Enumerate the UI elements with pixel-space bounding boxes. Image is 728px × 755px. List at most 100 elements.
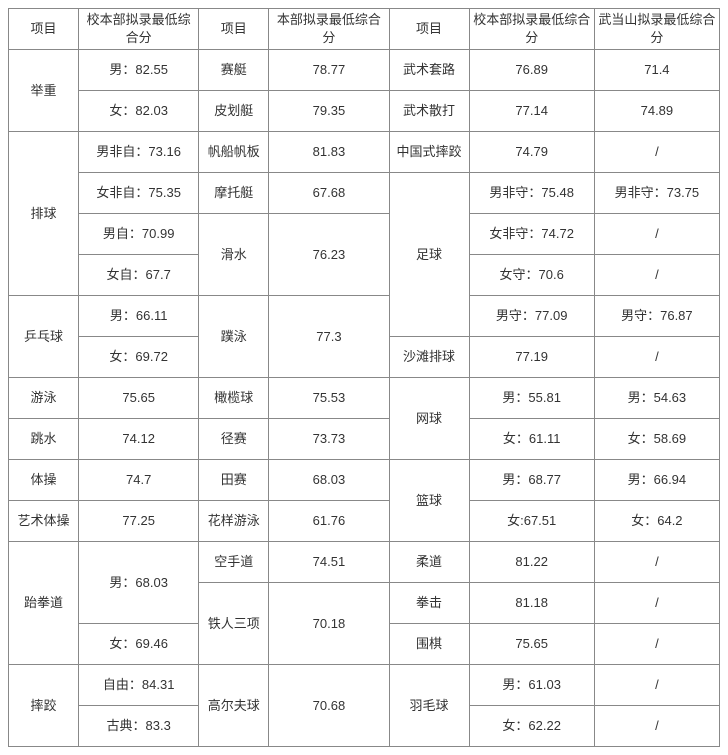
cell: 75.65 — [469, 624, 594, 665]
cell: 74.89 — [594, 91, 719, 132]
cell: 男非守：75.48 — [469, 173, 594, 214]
table-header-row: 项目 校本部拟录最低综合分 项目 本部拟录最低综合分 项目 校本部拟录最低综合分… — [9, 9, 720, 50]
cell: 帆船帆板 — [199, 132, 269, 173]
cell: 78.77 — [269, 50, 389, 91]
col-header: 本部拟录最低综合分 — [269, 9, 389, 50]
cell: 高尔夫球 — [199, 665, 269, 747]
cell: 73.73 — [269, 419, 389, 460]
cell: 男守：77.09 — [469, 296, 594, 337]
cell: 柔道 — [389, 542, 469, 583]
cell: 羽毛球 — [389, 665, 469, 747]
cell: 男：66.11 — [79, 296, 199, 337]
cell: 男：61.03 — [469, 665, 594, 706]
cell: 79.35 — [269, 91, 389, 132]
cell: 77.19 — [469, 337, 594, 378]
cell: 女非自：75.35 — [79, 173, 199, 214]
cell: 女：62.22 — [469, 706, 594, 747]
cell: 橄榄球 — [199, 378, 269, 419]
cell: 网球 — [389, 378, 469, 460]
cell: 游泳 — [9, 378, 79, 419]
cell: 男：54.63 — [594, 378, 719, 419]
cell: 铁人三项 — [199, 583, 269, 665]
cell: / — [594, 132, 719, 173]
cell: 武术散打 — [389, 91, 469, 132]
cell: / — [594, 337, 719, 378]
cell: 女：69.46 — [79, 624, 199, 665]
cell: 空手道 — [199, 542, 269, 583]
cell: 77.3 — [269, 296, 389, 378]
cell: 61.76 — [269, 501, 389, 542]
cell: 跆拳道 — [9, 542, 79, 665]
cell: 70.18 — [269, 583, 389, 665]
cell: / — [594, 624, 719, 665]
cell: 田赛 — [199, 460, 269, 501]
cell: 女守：70.6 — [469, 255, 594, 296]
cell: 女自：67.7 — [79, 255, 199, 296]
cell: 篮球 — [389, 460, 469, 542]
table-row: 体操 74.7 田赛 68.03 篮球 男：68.77 男：66.94 — [9, 460, 720, 501]
table-row: 乒乓球 男：66.11 蹼泳 77.3 男守：77.09 男守：76.87 — [9, 296, 720, 337]
cell: 男：55.81 — [469, 378, 594, 419]
score-table: 项目 校本部拟录最低综合分 项目 本部拟录最低综合分 项目 校本部拟录最低综合分… — [8, 8, 720, 747]
cell: 77.25 — [79, 501, 199, 542]
cell: 乒乓球 — [9, 296, 79, 378]
cell: 排球 — [9, 132, 79, 296]
cell: 举重 — [9, 50, 79, 132]
cell: 女：82.03 — [79, 91, 199, 132]
table-row: 排球 男非自：73.16 帆船帆板 81.83 中国式摔跤 74.79 / — [9, 132, 720, 173]
table-row: 游泳 75.65 橄榄球 75.53 网球 男：55.81 男：54.63 — [9, 378, 720, 419]
cell: 81.22 — [469, 542, 594, 583]
cell: / — [594, 665, 719, 706]
cell: 赛艇 — [199, 50, 269, 91]
cell: 男：68.77 — [469, 460, 594, 501]
col-header: 校本部拟录最低综合分 — [469, 9, 594, 50]
cell: 70.68 — [269, 665, 389, 747]
cell: 自由：84.31 — [79, 665, 199, 706]
cell: 75.65 — [79, 378, 199, 419]
cell: 足球 — [389, 173, 469, 337]
cell: 蹼泳 — [199, 296, 269, 378]
col-header: 项目 — [9, 9, 79, 50]
cell: 男自：70.99 — [79, 214, 199, 255]
cell: 滑水 — [199, 214, 269, 296]
col-header: 项目 — [199, 9, 269, 50]
table-row: 女非自：75.35 摩托艇 67.68 足球 男非守：75.48 男非守：73.… — [9, 173, 720, 214]
cell: 摔跤 — [9, 665, 79, 747]
cell: 女非守：74.72 — [469, 214, 594, 255]
table-row: 女：82.03 皮划艇 79.35 武术散打 77.14 74.89 — [9, 91, 720, 132]
cell: 女：64.2 — [594, 501, 719, 542]
table-row: 举重 男：82.55 赛艇 78.77 武术套路 76.89 71.4 — [9, 50, 720, 91]
table-row: 摔跤 自由：84.31 高尔夫球 70.68 羽毛球 男：61.03 / — [9, 665, 720, 706]
cell: 体操 — [9, 460, 79, 501]
cell: 74.79 — [469, 132, 594, 173]
cell: 古典：83.3 — [79, 706, 199, 747]
cell: 径赛 — [199, 419, 269, 460]
cell: / — [594, 542, 719, 583]
cell: 跳水 — [9, 419, 79, 460]
cell: / — [594, 706, 719, 747]
cell: 中国式摔跤 — [389, 132, 469, 173]
table-row: 跆拳道 男：68.03 空手道 74.51 柔道 81.22 / — [9, 542, 720, 583]
col-header: 武当山拟录最低综合分 — [594, 9, 719, 50]
cell: 男：82.55 — [79, 50, 199, 91]
cell: 武术套路 — [389, 50, 469, 91]
table-row: 跳水 74.12 径赛 73.73 女：61.11 女：58.69 — [9, 419, 720, 460]
cell: 67.68 — [269, 173, 389, 214]
col-header: 校本部拟录最低综合分 — [79, 9, 199, 50]
cell: 81.18 — [469, 583, 594, 624]
cell: 女:67.51 — [469, 501, 594, 542]
cell: 男：68.03 — [79, 542, 199, 624]
table-row: 艺术体操 77.25 花样游泳 61.76 女:67.51 女：64.2 — [9, 501, 720, 542]
cell: 77.14 — [469, 91, 594, 132]
cell: / — [594, 255, 719, 296]
col-header: 项目 — [389, 9, 469, 50]
cell: 76.23 — [269, 214, 389, 296]
cell: 艺术体操 — [9, 501, 79, 542]
cell: 男：66.94 — [594, 460, 719, 501]
cell: 女：58.69 — [594, 419, 719, 460]
cell: 围棋 — [389, 624, 469, 665]
cell: 花样游泳 — [199, 501, 269, 542]
cell: 74.51 — [269, 542, 389, 583]
cell: 71.4 — [594, 50, 719, 91]
cell: 男守：76.87 — [594, 296, 719, 337]
